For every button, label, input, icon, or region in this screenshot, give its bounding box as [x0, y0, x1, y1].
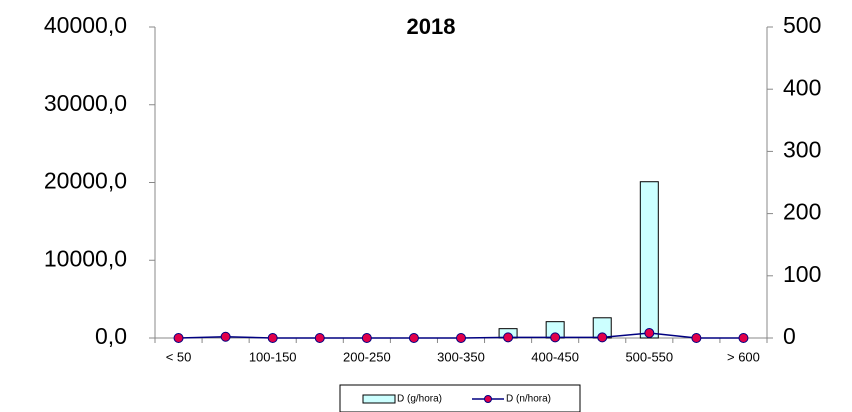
y-tick-label: 0,0: [95, 323, 127, 349]
marker: [314, 333, 325, 343]
y2-tick-label: 500: [783, 12, 821, 38]
x-tick-label: 400-450: [531, 349, 579, 364]
chart-title: 2018: [407, 14, 456, 39]
marker: [267, 333, 278, 343]
marker: [220, 331, 231, 342]
marker: [691, 333, 702, 343]
marker: [503, 332, 514, 343]
y-tick-label: 10000,0: [44, 245, 127, 271]
legend-marker: [484, 395, 492, 403]
legend-label: D (g/hora): [397, 394, 442, 405]
y2-tick-label: 200: [783, 199, 821, 225]
legend-label: D (n/hora): [506, 394, 551, 405]
x-tick-label: > 600: [727, 349, 760, 364]
y-tick-label: 20000,0: [44, 168, 127, 194]
y2-tick-label: 100: [783, 261, 821, 287]
y2-tick-label: 300: [783, 136, 821, 162]
marker: [173, 333, 184, 343]
bar: [639, 181, 659, 339]
marker: [597, 332, 608, 343]
marker: [644, 328, 655, 339]
marker: [408, 333, 419, 343]
legend-swatch: [362, 394, 396, 404]
x-tick-label: < 50: [166, 349, 192, 364]
x-tick-label: 500-550: [625, 349, 673, 364]
marker: [456, 333, 466, 343]
x-tick-label: 100-150: [249, 349, 297, 364]
y-tick-label: 30000,0: [44, 90, 127, 116]
x-tick-label: 200-250: [343, 349, 391, 364]
marker: [550, 332, 561, 343]
marker: [738, 333, 749, 343]
x-tick-label: 300-350: [437, 349, 485, 364]
marker: [361, 333, 372, 343]
y2-tick-label: 400: [783, 74, 821, 100]
y2-tick-label: 0: [783, 323, 796, 349]
y-tick-label: 40000,0: [44, 12, 127, 38]
